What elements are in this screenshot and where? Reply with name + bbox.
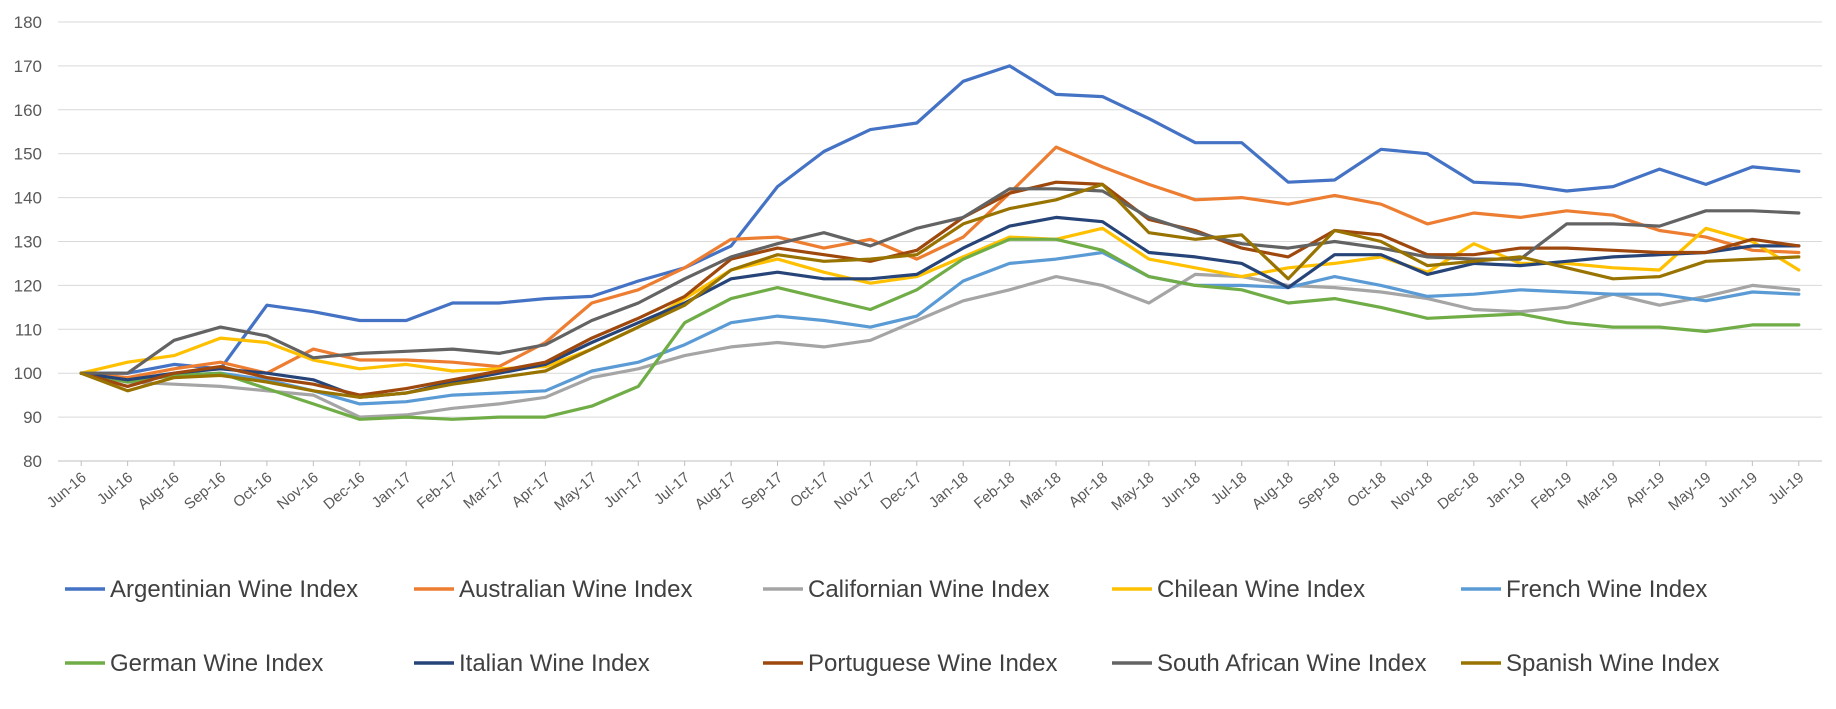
- series-line-french-wine-index: [79, 250, 1801, 406]
- x-tick-label: Aug-16: [135, 469, 183, 513]
- x-tick-label: Jul-19: [1765, 469, 1807, 508]
- legend-item: German Wine Index: [65, 650, 323, 677]
- y-tick-label: 170: [14, 57, 42, 76]
- x-tick-label: Apr-19: [1623, 469, 1668, 511]
- x-tick-label: Feb-18: [971, 469, 1018, 513]
- series-line-german-wine-index: [79, 237, 1801, 421]
- x-tick-label: Jul-17: [651, 469, 693, 508]
- legend-item: Argentinian Wine Index: [65, 576, 358, 603]
- y-tick-label: 80: [23, 452, 42, 471]
- series-lines: [79, 64, 1801, 421]
- legend-label: Italian Wine Index: [459, 650, 650, 677]
- x-tick-label: Jan-18: [926, 469, 972, 512]
- x-tick-label: Aug-17: [692, 469, 740, 513]
- legend-label: Californian Wine Index: [808, 576, 1049, 603]
- legend-label: Portuguese Wine Index: [808, 650, 1057, 677]
- x-tick-label: Apr-17: [509, 469, 554, 511]
- x-tick-label: Nov-16: [274, 469, 322, 513]
- x-tick-label: Jul-18: [1208, 469, 1250, 508]
- legend-item: South African Wine Index: [1112, 650, 1426, 677]
- x-tick-label: Jan-19: [1483, 469, 1529, 512]
- series-line-spanish-wine-index: [79, 182, 1801, 399]
- x-tick-label: Nov-18: [1388, 469, 1436, 513]
- series-line-south-african-wine-index: [79, 187, 1801, 375]
- y-tick-label: 120: [14, 276, 42, 295]
- x-tick-label: Dec-17: [877, 469, 925, 513]
- series-line-chilean-wine-index: [79, 226, 1801, 375]
- legend: Argentinian Wine Index Australian Wine In…: [65, 576, 1719, 677]
- x-tick-label: Oct-17: [787, 469, 832, 511]
- legend-label: Argentinian Wine Index: [110, 576, 358, 603]
- y-tick-label: 180: [14, 13, 42, 32]
- y-tick-label: 110: [15, 320, 42, 339]
- x-tick-label: Apr-18: [1066, 469, 1111, 511]
- legend-label: German Wine Index: [110, 650, 323, 677]
- x-tick-label: Sep-17: [738, 469, 786, 513]
- legend-label: Chilean Wine Index: [1157, 576, 1365, 603]
- x-tick-label: Sep-16: [181, 469, 229, 513]
- series-line-australian-wine-index: [79, 145, 1801, 380]
- series-line-argentinian-wine-index: [79, 64, 1801, 375]
- legend-label: French Wine Index: [1506, 576, 1707, 603]
- x-tick-label: Dec-16: [320, 469, 368, 513]
- x-tick-label: Jul-16: [94, 469, 136, 508]
- x-tick-label: Mar-18: [1017, 469, 1064, 513]
- x-tick-label: Nov-17: [831, 469, 879, 513]
- y-tick-label: 130: [14, 233, 42, 252]
- y-tick-label: 100: [14, 364, 42, 383]
- x-tick-label: Jun-19: [1715, 469, 1761, 512]
- x-tick-label: Jun-16: [44, 469, 90, 512]
- x-tick-label: Oct-16: [230, 469, 275, 511]
- x-tick-label: May-17: [551, 469, 600, 514]
- y-tick-label: 90: [23, 408, 42, 427]
- x-tick-label: Dec-18: [1434, 469, 1482, 513]
- gridlines: [58, 21, 1822, 462]
- x-tick-label: Feb-17: [414, 469, 461, 513]
- legend-item: Chilean Wine Index: [1112, 576, 1365, 603]
- y-tick-label: 150: [14, 145, 42, 164]
- legend-item: Spanish Wine Index: [1461, 650, 1719, 677]
- legend-item: Californian Wine Index: [763, 576, 1049, 603]
- x-tick-label: Oct-18: [1344, 469, 1389, 511]
- x-tick-label: Jun-18: [1158, 469, 1204, 512]
- legend-item: Italian Wine Index: [414, 650, 650, 677]
- x-tick-label: Mar-17: [460, 469, 507, 513]
- series-line-portuguese-wine-index: [79, 180, 1801, 397]
- legend-item: French Wine Index: [1461, 576, 1707, 603]
- y-tick-label: 160: [14, 101, 42, 120]
- x-tick-label: May-18: [1108, 469, 1157, 514]
- x-tick-label: Feb-19: [1528, 469, 1575, 513]
- x-tick-label: Jun-17: [601, 469, 647, 512]
- series-line-californian-wine-index: [79, 272, 1801, 419]
- x-tick-label: Sep-18: [1295, 469, 1343, 513]
- legend-label: South African Wine Index: [1157, 650, 1426, 677]
- x-tick-label: Aug-18: [1249, 469, 1297, 513]
- legend-label: Australian Wine Index: [459, 576, 692, 603]
- legend-item: Portuguese Wine Index: [763, 650, 1057, 677]
- legend-label: Spanish Wine Index: [1506, 650, 1719, 677]
- y-axis-ticks: 80 90 100 110 120 130 140 150 160 170 180: [14, 13, 42, 471]
- x-tick-label: Mar-19: [1574, 469, 1621, 513]
- y-tick-label: 140: [14, 189, 42, 208]
- legend-item: Australian Wine Index: [414, 576, 692, 603]
- x-tick-label: May-19: [1665, 469, 1714, 514]
- x-tick-label: Jan-17: [369, 469, 415, 512]
